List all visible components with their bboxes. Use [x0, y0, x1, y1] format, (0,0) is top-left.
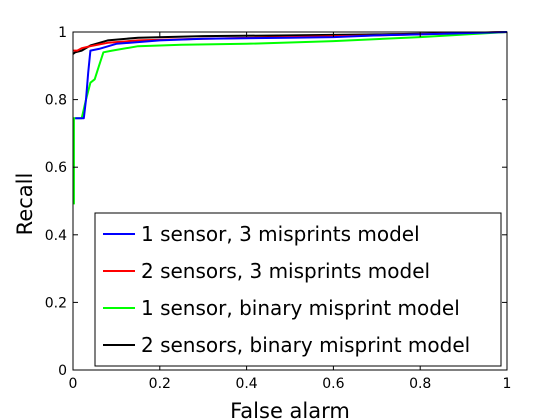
series-line-3 [72, 31, 508, 205]
y-tick-label: 0.6 [45, 160, 67, 176]
x-tick-label: 1 [503, 376, 512, 392]
series-line-1 [75, 31, 508, 120]
ticks-layer: 0 0.2 0.4 0.6 0.8 1 0 0.2 0.4 0.6 0.8 1 [45, 25, 512, 392]
y-axis-title: Recall [13, 173, 37, 236]
legend-box [94, 212, 502, 367]
legend-label-2: 2 sensors, 3 misprints model [141, 259, 430, 283]
x-axis-title: False alarm [230, 399, 350, 420]
plot-frame [72, 31, 508, 371]
y-tick-label: 0.8 [45, 93, 67, 109]
y-tick-label: 0.4 [45, 228, 67, 244]
legend: 1 sensor, 3 misprints model 2 sensors, 3 … [94, 212, 502, 367]
legend-label-1: 1 sensor, 3 misprints model [141, 222, 420, 246]
y-tick-label: 0.2 [45, 295, 67, 311]
y-tick-label: 1 [58, 25, 67, 41]
legend-label-3: 1 sensor, binary misprint model [141, 296, 460, 320]
x-tick-label: 0.2 [149, 376, 171, 392]
series-layer [72, 31, 508, 205]
x-tick-label: 0.6 [322, 376, 344, 392]
y-tick-label: 0 [58, 363, 67, 379]
x-tick-label: 0.4 [235, 376, 257, 392]
legend-label-4: 2 sensors, binary misprint model [141, 333, 470, 357]
x-tick-label: 0.8 [409, 376, 431, 392]
x-tick-label: 0 [69, 376, 78, 392]
